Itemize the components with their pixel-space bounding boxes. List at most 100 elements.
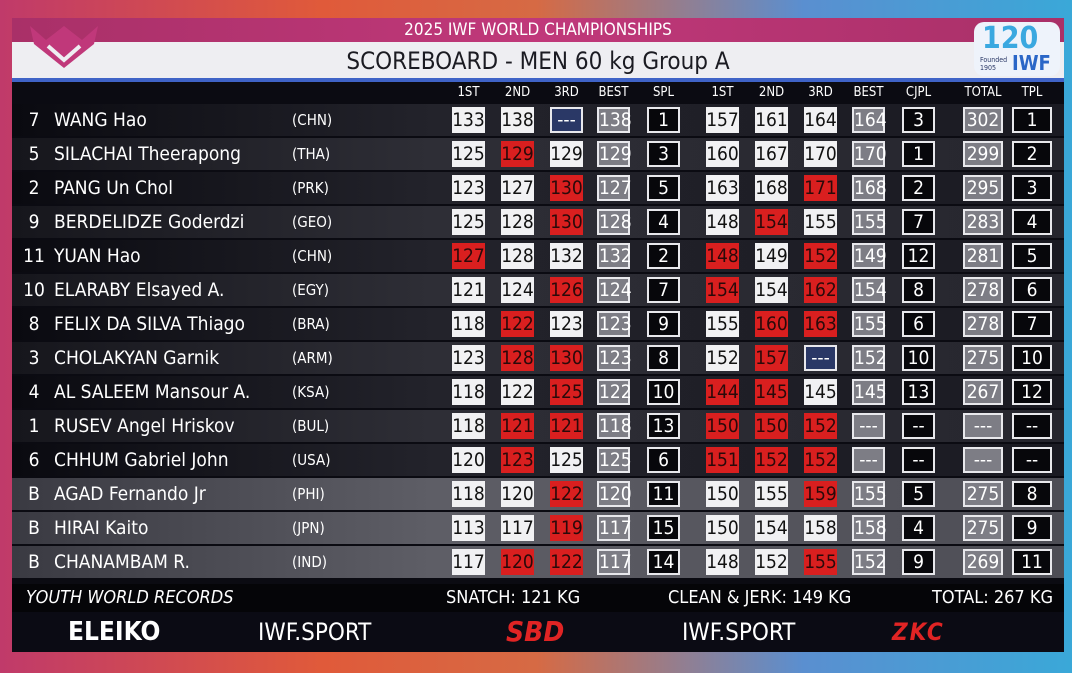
score-cell: 170 xyxy=(852,141,887,167)
score-cell: 148 xyxy=(706,549,739,575)
header-divider xyxy=(12,78,1064,82)
column-header: CJPL xyxy=(905,85,932,100)
score-cell: 150 xyxy=(755,413,788,439)
column-header: SPL xyxy=(653,85,674,100)
championship-logo-icon xyxy=(30,26,98,68)
lot-number: 1 xyxy=(28,415,40,437)
athlete-name: CHHUM Gabriel John xyxy=(54,449,229,471)
score-cell: 154 xyxy=(755,277,788,303)
athlete-row: 2 PANG Un Chol (PRK) 123 127 130 127 5 163 168 171… xyxy=(12,172,1064,204)
score-cell: 154 xyxy=(852,277,887,303)
score-cell: 117 xyxy=(501,515,534,541)
event-title: 2025 IWF WORLD CHAMPIONSHIPS xyxy=(12,18,1064,42)
athlete-country: (USA) xyxy=(292,451,331,469)
score-cell: --- xyxy=(550,107,583,133)
scoreboard: 2025 IWF WORLD CHAMPIONSHIPS SCOREBOARD … xyxy=(12,18,1064,652)
score-cell: 154 xyxy=(706,277,739,303)
score-cell: 148 xyxy=(706,243,739,269)
lot-number: 3 xyxy=(28,347,40,369)
score-cell: 281 xyxy=(963,243,1003,269)
athlete-row: 11 YUAN Hao (CHN) 127 128 132 132 2 148 149 152 149… xyxy=(12,240,1064,272)
score-cell: 128 xyxy=(501,209,534,235)
lot-number: B xyxy=(28,551,40,573)
score-cell: -- xyxy=(902,447,935,473)
column-header: TOTAL xyxy=(964,85,1002,100)
score-cell: 4 xyxy=(902,515,935,541)
score-cell: 152 xyxy=(706,345,739,371)
score-cell: 125 xyxy=(452,209,485,235)
score-cell: 129 xyxy=(597,141,632,167)
records-clean-jerk: CLEAN & JERK: 149 KG xyxy=(668,587,852,608)
score-cell: 122 xyxy=(597,379,632,405)
athlete-name: CHANAMBAM R. xyxy=(54,551,190,573)
score-cell: 155 xyxy=(804,209,837,235)
score-cell: --- xyxy=(852,413,885,439)
column-header: 1ST xyxy=(711,85,734,100)
score-cell: 130 xyxy=(550,345,583,371)
score-cell: 2 xyxy=(1012,141,1052,167)
score-cell: 124 xyxy=(501,277,534,303)
score-cell: 10 xyxy=(902,345,935,371)
athlete-name: AGAD Fernando Jr xyxy=(54,483,206,505)
score-cell: 168 xyxy=(755,175,788,201)
sponsor-bar: ELEIKO IWF.SPORT SBD IWF.SPORT ZKC xyxy=(12,612,1064,652)
score-cell: 11 xyxy=(1012,549,1052,575)
score-cell: 150 xyxy=(706,413,739,439)
score-cell: -- xyxy=(1012,447,1052,473)
score-cell: 170 xyxy=(804,141,837,167)
score-cell: 13 xyxy=(902,379,935,405)
score-cell: 127 xyxy=(452,243,485,269)
score-cell: 118 xyxy=(452,379,485,405)
score-cell: 120 xyxy=(597,481,632,507)
score-cell: 7 xyxy=(647,277,680,303)
lot-number: 7 xyxy=(28,109,40,131)
score-cell: 9 xyxy=(1012,515,1052,541)
score-cell: 133 xyxy=(452,107,485,133)
score-cell: 168 xyxy=(852,175,887,201)
score-cell: 154 xyxy=(755,209,788,235)
athlete-name: CHOLAKYAN Garnik xyxy=(54,347,220,369)
score-cell: 9 xyxy=(902,549,935,575)
score-cell: 164 xyxy=(852,107,887,133)
score-cell: 123 xyxy=(550,311,583,337)
score-cell: 149 xyxy=(852,243,887,269)
score-cell: 4 xyxy=(1012,209,1052,235)
score-cell: 3 xyxy=(1012,175,1052,201)
score-cell: 130 xyxy=(550,209,583,235)
lot-number: 5 xyxy=(28,143,40,165)
column-header: BEST xyxy=(598,85,629,100)
score-cell: 149 xyxy=(755,243,788,269)
score-cell: 123 xyxy=(452,345,485,371)
score-cell: 132 xyxy=(597,243,632,269)
score-cell: 138 xyxy=(597,107,632,133)
score-cell: 121 xyxy=(501,413,534,439)
athlete-name: AL SALEEM Mansour A. xyxy=(54,381,251,403)
score-cell: 120 xyxy=(501,481,534,507)
lot-number: 4 xyxy=(28,381,40,403)
sponsor-iwf-sport: IWF.SPORT xyxy=(258,618,372,646)
score-cell: 125 xyxy=(550,379,583,405)
column-header: BEST xyxy=(853,85,884,100)
sponsor-eleiko: ELEIKO xyxy=(68,617,161,647)
score-cell: 120 xyxy=(452,447,485,473)
score-cell: 123 xyxy=(452,175,485,201)
score-cell: 269 xyxy=(963,549,1003,575)
athlete-row: B CHANAMBAM R. (IND) 117 120 122 117 14 148 152 15… xyxy=(12,546,1064,578)
athlete-country: (KSA) xyxy=(292,383,330,401)
athlete-row: B AGAD Fernando Jr (PHI) 118 120 122 120 11 150 1… xyxy=(12,478,1064,510)
iwf-120-logo: 120 Founded 1905 IWF xyxy=(974,22,1060,76)
athlete-name: SILACHAI Theerapong xyxy=(54,143,241,165)
logo-number: 120 xyxy=(982,21,1039,56)
score-cell: 14 xyxy=(647,549,680,575)
score-cell: 5 xyxy=(1012,243,1052,269)
lot-number: 2 xyxy=(28,177,40,199)
score-cell: --- xyxy=(963,413,1003,439)
score-cell: --- xyxy=(852,447,885,473)
score-cell: 125 xyxy=(597,447,632,473)
score-cell: 9 xyxy=(647,311,680,337)
column-header: 1ST xyxy=(457,85,480,100)
score-cell: 155 xyxy=(804,549,837,575)
column-header: 2ND xyxy=(758,85,785,100)
score-cell: 128 xyxy=(501,345,534,371)
score-cell: 155 xyxy=(755,481,788,507)
